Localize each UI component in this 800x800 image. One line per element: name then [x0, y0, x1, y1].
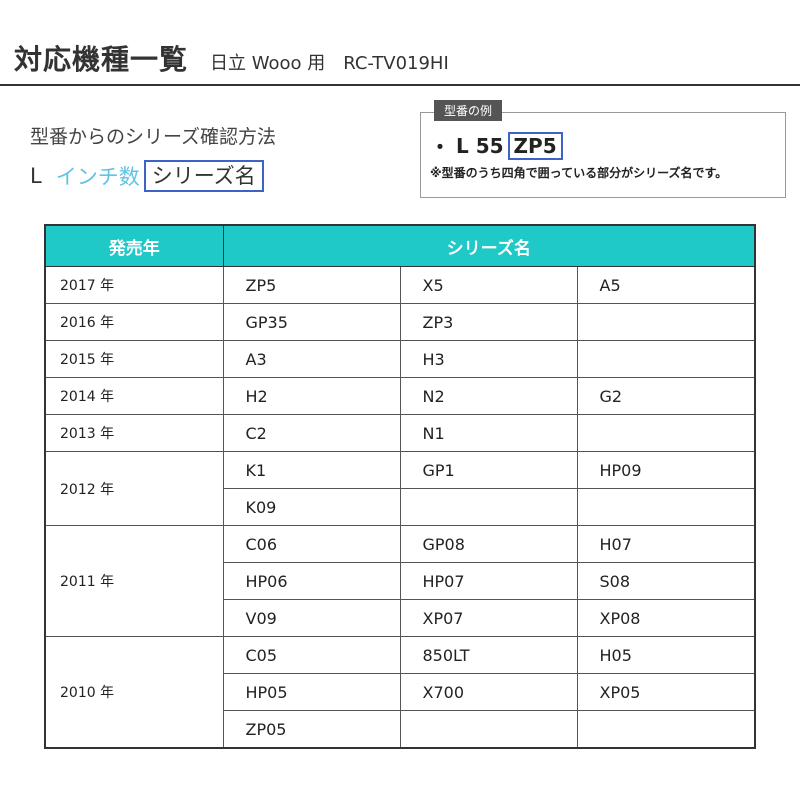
table-row: 2012 年 K1 GP1 HP09: [44, 451, 756, 526]
year-cell: 2012 年: [44, 451, 224, 526]
format-l: L: [30, 164, 42, 188]
series-cell: K1: [222, 451, 401, 489]
year-cell: 2015 年: [44, 340, 224, 378]
year-cell: 2014 年: [44, 377, 224, 415]
series-cell: ZP3: [399, 303, 578, 341]
example-tag: 型番の例: [434, 100, 503, 121]
series-cell: H05: [576, 636, 756, 674]
table-row: ZP05: [45, 710, 756, 749]
header-year: 発売年: [44, 224, 224, 267]
series-cell: N1: [399, 414, 578, 452]
series-cell: K09: [222, 488, 401, 526]
series-cell: S08: [576, 562, 756, 600]
series-cell: H07: [576, 525, 756, 563]
format-series: シリーズ名: [143, 160, 264, 192]
series-cell: HP06: [222, 562, 401, 600]
series-cell: 850LT: [399, 636, 578, 674]
example-bullet: ・: [430, 135, 450, 159]
series-cell: HP05: [222, 673, 401, 711]
table-row: 2013 年 C2 N1: [44, 414, 756, 452]
year-cell: 2017 年: [44, 266, 224, 304]
table-row: 2010 年 C05 850LT H05: [44, 636, 756, 749]
series-cell: [576, 340, 756, 378]
series-cell: V09: [222, 599, 401, 637]
table-row: 2011 年 C06 GP08 H07: [44, 525, 756, 637]
series-cell: X5: [399, 266, 578, 304]
series-cell: XP05: [576, 673, 756, 711]
header-series: シリーズ名: [222, 224, 756, 267]
series-cell: G2: [576, 377, 756, 415]
table-row: 2014 年 H2 N2 G2: [44, 377, 756, 415]
page-subtitle: 日立 Wooo 用 RC-TV019HI: [210, 53, 449, 74]
series-cell: C2: [222, 414, 401, 452]
series-cell: HP09: [576, 451, 756, 489]
series-cell: [399, 710, 578, 749]
how-to-heading: 型番からのシリーズ確認方法: [30, 126, 277, 148]
series-cell: A5: [576, 266, 756, 304]
series-cell: [576, 710, 756, 749]
series-cell: GP08: [399, 525, 578, 563]
series-cell: [576, 414, 756, 452]
page-header: 対応機種一覧 日立 Wooo 用 RC-TV019HI: [14, 38, 449, 78]
series-cell: [576, 303, 756, 341]
series-cell: H3: [399, 340, 578, 378]
table-row: 2016 年 GP35 ZP3: [44, 303, 756, 341]
table-body: 2017 年 ZP5 X5 A5 2016 年 GP35 ZP3 2015 年 A3 H3 2014…: [44, 266, 756, 749]
format-inch: インチ数: [55, 165, 140, 189]
page-title: 対応機種一覧: [14, 43, 189, 76]
series-cell: HP07: [399, 562, 578, 600]
series-cell: C05: [222, 636, 401, 674]
year-cell: 2013 年: [44, 414, 224, 452]
compatible-models-table: 発売年 シリーズ名 2017 年 ZP5 X5 A5 2016 年 GP35 ZP3 2015…: [44, 224, 756, 749]
series-cell: C06: [222, 525, 401, 563]
table-header-row: 発売年 シリーズ名: [44, 224, 756, 267]
series-cell: GP35: [222, 303, 401, 341]
series-cell: GP1: [399, 451, 578, 489]
table-row: 2017 年 ZP5 X5 A5: [44, 266, 756, 304]
example-box: [420, 112, 786, 198]
example-model: ・ L 55 ZP5: [430, 131, 563, 160]
series-cell: [576, 488, 756, 526]
series-cell: A3: [222, 340, 401, 378]
series-cell: X700: [399, 673, 578, 711]
year-cell: 2010 年: [44, 636, 224, 749]
series-cell: XP08: [576, 599, 756, 637]
series-cell: H2: [222, 377, 401, 415]
series-cell: XP07: [399, 599, 578, 637]
year-cell: 2011 年: [44, 525, 224, 637]
series-cell: ZP05: [222, 710, 401, 749]
table-row: HP05 X700 XP05: [45, 673, 756, 711]
example-prefix: L 55: [456, 133, 504, 158]
series-cell: [399, 488, 578, 526]
series-cell: ZP5: [222, 266, 401, 304]
title-divider: [0, 84, 800, 86]
series-cell: N2: [399, 377, 578, 415]
example-series: ZP5: [507, 131, 563, 160]
year-cell: 2016 年: [44, 303, 224, 341]
table-row: 2015 年 A3 H3: [44, 340, 756, 378]
example-note: ※型番のうち四角で囲っている部分がシリーズ名です。: [430, 166, 728, 180]
model-format: L インチ数 シリーズ名: [30, 160, 264, 192]
